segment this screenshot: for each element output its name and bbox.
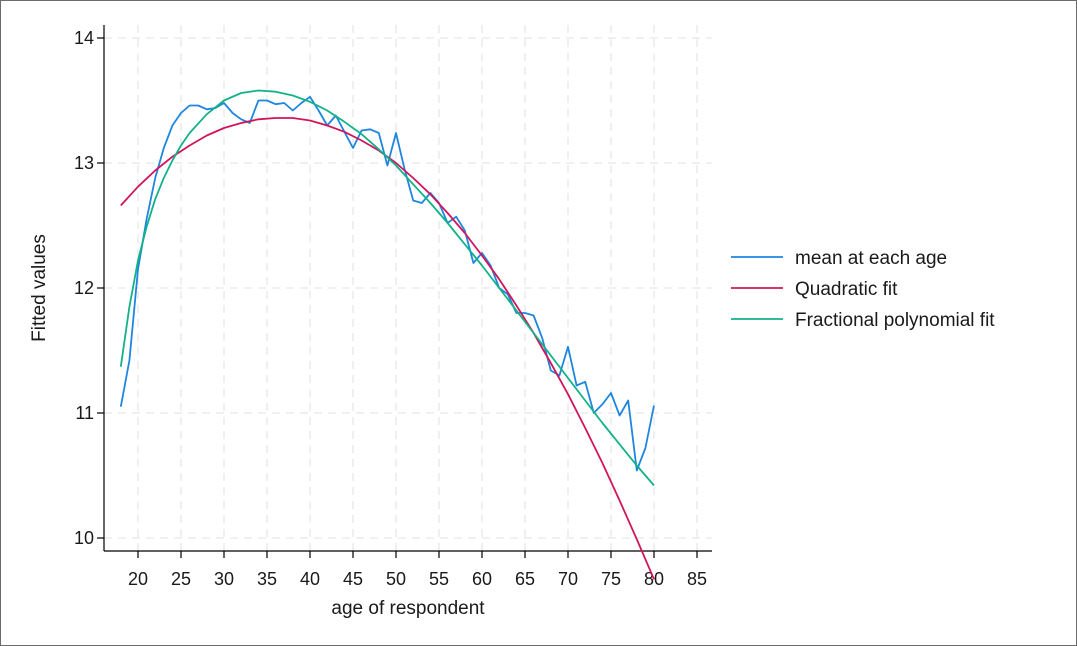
series-line-1 <box>119 95 655 472</box>
x-tick-label: 45 <box>343 569 363 589</box>
y-tick-label: 11 <box>75 403 94 423</box>
series-line-3 <box>119 89 655 487</box>
x-tick-label: 50 <box>386 569 406 589</box>
x-tick-label: 55 <box>429 569 449 589</box>
legend: mean at each age Quadratic fit Fractional … <box>731 248 995 331</box>
y-tick-label: 14 <box>74 28 94 48</box>
x-tick-label: 65 <box>515 569 535 589</box>
x-axis-title: age of respondent <box>331 598 485 619</box>
x-tick-label: 20 <box>128 569 148 589</box>
x-tick-label: 35 <box>257 569 277 589</box>
x-tick-label: 85 <box>687 569 707 589</box>
y-tick-label: 13 <box>74 153 94 173</box>
x-tick-label: 70 <box>558 569 578 589</box>
x-tick-label: 75 <box>601 569 621 589</box>
gridlines <box>104 25 712 551</box>
x-tick-label: 60 <box>472 569 492 589</box>
y-tick-label: 10 <box>74 528 94 548</box>
series-lines <box>119 89 655 580</box>
x-tick-label: 25 <box>171 569 191 589</box>
y-axis-title: Fitted values <box>29 234 50 342</box>
x-tick-label: 40 <box>300 569 320 589</box>
x-tick-label: 30 <box>214 569 234 589</box>
legend-label-3: Fractional polynomial fit <box>795 310 995 331</box>
series-line-2 <box>120 117 655 580</box>
y-tick-label: 12 <box>74 278 94 298</box>
legend-label-2: Quadratic fit <box>795 279 898 300</box>
legend-label-1: mean at each age <box>795 248 947 269</box>
